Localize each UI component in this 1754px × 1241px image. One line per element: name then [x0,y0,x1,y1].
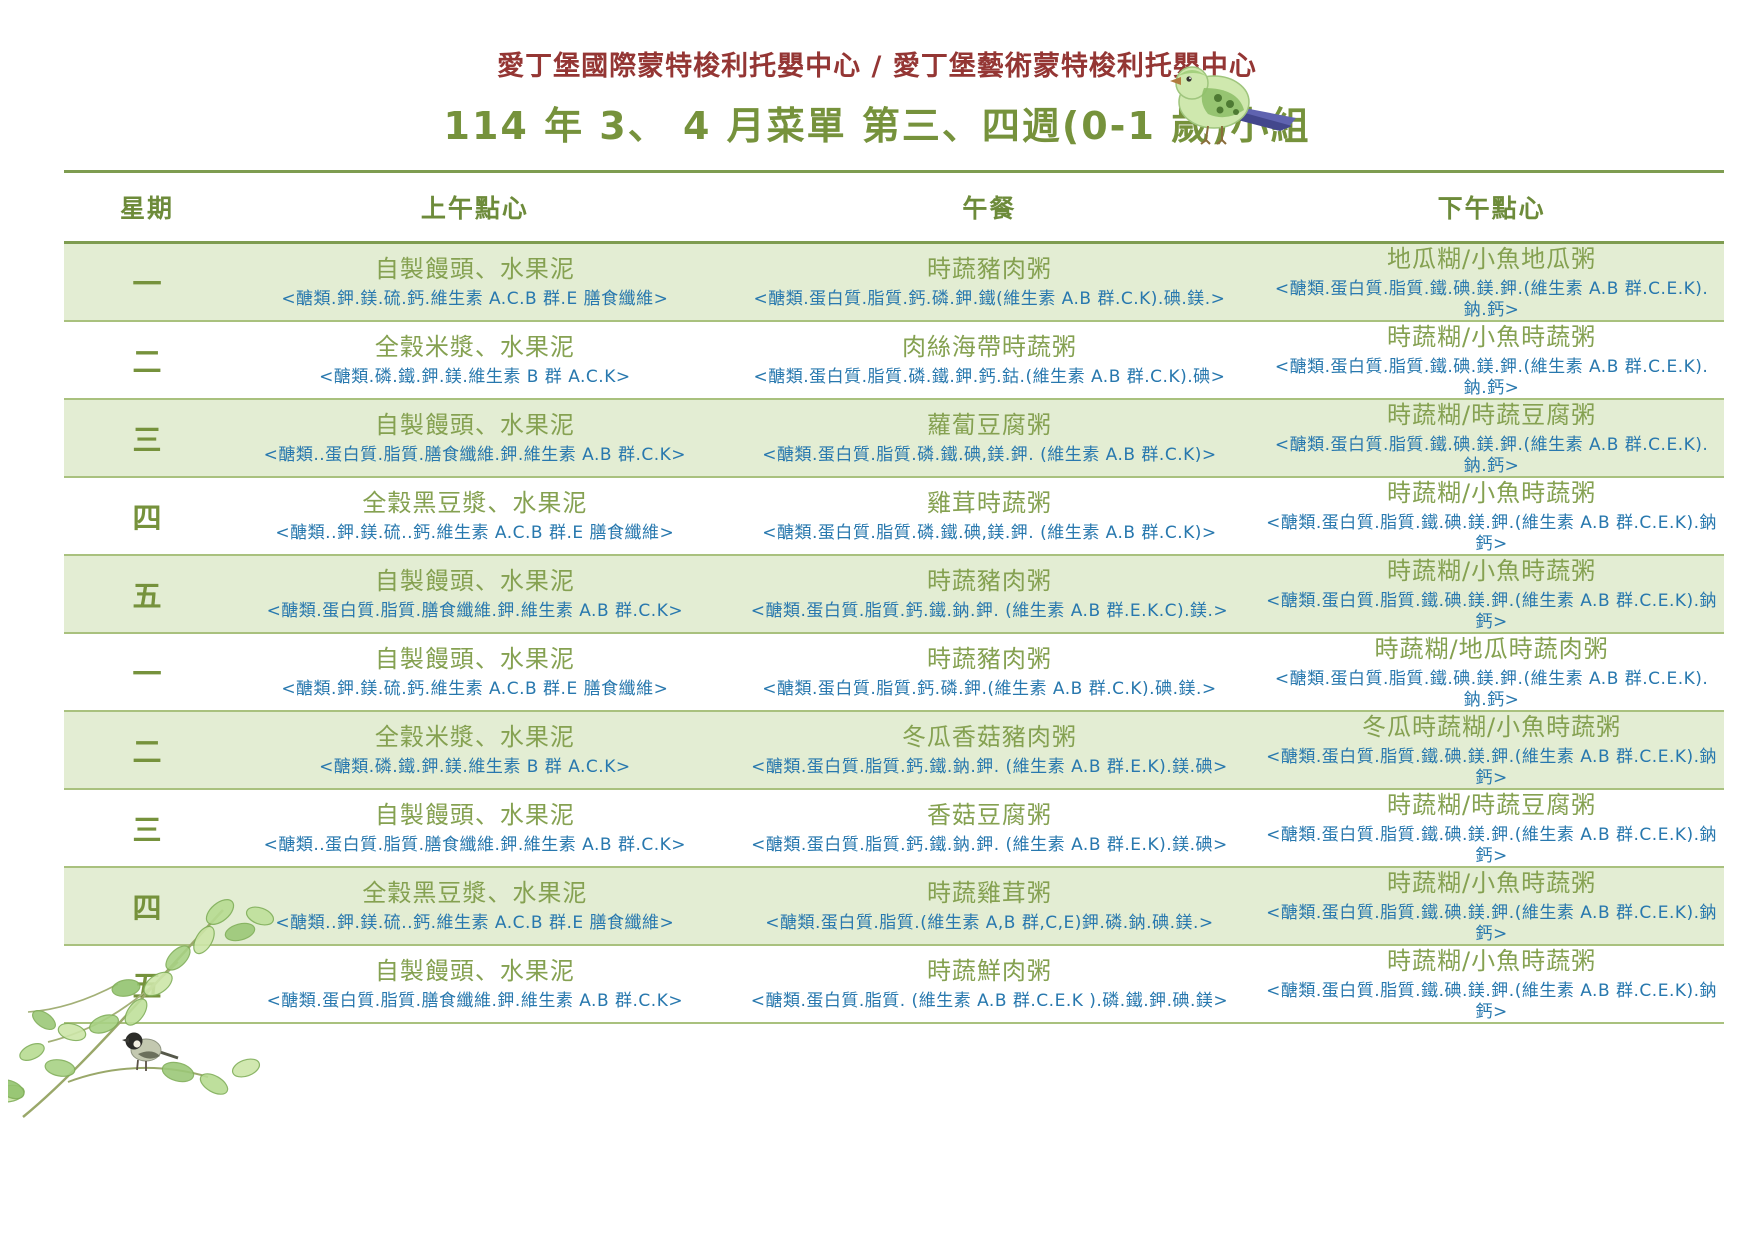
menu-table: 星期 上午點心 午餐 下午點心 一 自製饅頭、水果泥 <醣類.鉀.鎂.硫.鈣.維生… [64,170,1724,1024]
nutrient-list: <醣類.磷.鐵.鉀.鎂.維生素 B 群 A.C.K> [319,367,631,388]
header-lunch: 午餐 [962,194,1017,223]
menu-row-week2-thu: 四 全穀黑豆漿、水果泥 <醣類..鉀.鎂.硫..鈣.維生素 A.C.B 群.E 膳… [64,868,1724,946]
dish-name: 時蔬糊/小魚時蔬粥 [1387,323,1597,352]
nutrient-list: <醣類.磷.鐵.鉀.鎂.維生素 B 群 A.C.K> [319,757,631,778]
small-bird-icon [122,1032,179,1071]
nutrient-list: <醣類.蛋白質.脂質.鐵.碘.鎂.鉀.(維生素 A.B 群.C.E.K).鈉.鈣… [1274,435,1709,476]
nutrient-list: <醣類.蛋白質.脂質.鐵.碘.鎂.鉀.(維生素 A.B 群.C.E.K).鈉鈣> [1266,747,1718,788]
nutrient-list: <醣類.蛋白質.脂質.磷.鐵.鉀.鈣.鈷.(維生素 A.B 群.C.K).碘> [753,367,1226,388]
nutrient-list: <醣類.蛋白質.脂質.鈣.鐵.鈉.鉀. (維生素 A.B 群.E.K).鎂.碘> [751,757,1228,778]
menu-row-week1-wed: 三 自製饅頭、水果泥 <醣類..蛋白質.脂質.膳食纖維.鉀.維生素 A.B 群.C… [64,400,1724,478]
day-label: 五 [132,579,162,613]
dish-name: 時蔬糊/小魚時蔬粥 [1387,869,1597,898]
dish-name: 冬瓜時蔬糊/小魚時蔬粥 [1362,713,1622,742]
nutrient-list: <醣類.蛋白質.脂質.鐵.碘.鎂.鉀.(維生素 A.B 群.C.E.K).鈉鈣> [1266,903,1718,944]
dish-name: 時蔬糊/小魚時蔬粥 [1387,557,1597,586]
page-header: 愛丁堡國際蒙特梭利托嬰中心 / 愛丁堡藝術蒙特梭利托嬰中心 114 年 3、 4… [0,0,1754,150]
nutrient-list: <醣類.蛋白質.脂質. (維生素 A.B 群.C.E.K ).磷.鐵.鉀.碘.鎂… [750,991,1229,1012]
dish-name: 時蔬糊/小魚時蔬粥 [1387,947,1597,976]
dish-name: 全穀米漿、水果泥 [374,333,575,362]
header-morning-snack: 上午點心 [420,194,529,223]
dish-name: 香菇豆腐粥 [926,801,1052,830]
menu-row-week1-thu: 四 全穀黑豆漿、水果泥 <醣類..鉀.鎂.硫..鈣.維生素 A.C.B 群.E 膳… [64,478,1724,556]
nutrient-list: <醣類.蛋白質.脂質.膳食纖維.鉀.維生素 A.B 群.C.K> [266,601,684,622]
nutrient-list: <醣類..鉀.鎂.硫..鈣.維生素 A.C.B 群.E 膳食纖維> [275,523,675,544]
dish-name: 肉絲海帶時蔬粥 [901,333,1077,362]
nutrient-list: <醣類.蛋白質.脂質.鈣.磷.鉀.鐵(維生素 A.B 群.C.K).碘.鎂.> [753,289,1226,310]
dish-name: 時蔬豬肉粥 [926,255,1052,284]
menu-period-title: 114 年 3、 4 月菜單 第三、四週(0-1 歲)小組 [443,104,1311,148]
nutrient-list: <醣類.蛋白質.脂質.磷.鐵.碘,鎂.鉀. (維生素 A.B 群.C.K)> [762,523,1217,544]
dish-name: 時蔬糊/地瓜時蔬肉粥 [1374,635,1609,664]
nutrient-list: <醣類.蛋白質.脂質.鈣.鐵.鈉.鉀. (維生素 A.B 群.E.K).鎂.碘> [751,835,1228,856]
nutrient-list: <醣類.蛋白質.脂質.磷.鐵.碘,鎂.鉀. (維生素 A.B 群.C.K)> [762,445,1217,466]
nutrient-list: <醣類.蛋白質.脂質.鈣.磷.鉀.(維生素 A.B 群.C.K).碘.鎂.> [762,679,1217,700]
dish-name: 自製饅頭、水果泥 [374,411,575,440]
menu-row-week1-mon: 一 自製饅頭、水果泥 <醣類.鉀.鎂.硫.鈣.維生素 A.C.B 群.E 膳食纖維… [64,244,1724,322]
nutrient-list: <醣類.蛋白質.脂質.鐵.碘.鎂.鉀.(維生素 A.B 群.C.E.K).鈉鈣> [1266,513,1718,554]
day-label: 四 [132,891,162,925]
day-label: 三 [132,813,162,847]
organization-title: 愛丁堡國際蒙特梭利托嬰中心 / 愛丁堡藝術蒙特梭利托嬰中心 [497,51,1257,82]
menu-row-week1-tue: 二 全穀米漿、水果泥 <醣類.磷.鐵.鉀.鎂.維生素 B 群 A.C.K> 肉絲海… [64,322,1724,400]
dish-name: 時蔬鮮肉粥 [926,957,1052,986]
dish-name: 自製饅頭、水果泥 [374,255,575,284]
day-label: 一 [132,657,162,691]
nutrient-list: <醣類.蛋白質.脂質.鐵.碘.鎂.鉀.(維生素 A.B 群.C.E.K).鈉鈣> [1266,591,1718,632]
dish-name: 時蔬豬肉粥 [926,645,1052,674]
day-label: 二 [132,735,162,769]
nutrient-list: <醣類..鉀.鎂.硫..鈣.維生素 A.C.B 群.E 膳食纖維> [275,913,675,934]
day-label: 二 [132,345,162,379]
dish-name: 全穀黑豆漿、水果泥 [362,489,588,518]
nutrient-list: <醣類.蛋白質.脂質.(維生素 A,B 群,C,E)鉀.磷.鈉.碘.鎂.> [765,913,1214,934]
menu-row-week2-mon: 一 自製饅頭、水果泥 <醣類.鉀.鎂.硫.鈣.維生素 A.C.B 群.E 膳食纖維… [64,634,1724,712]
green-bird-icon [1170,66,1296,145]
dish-name: 雞茸時蔬粥 [926,489,1052,518]
day-label: 一 [132,267,162,301]
day-label: 三 [132,423,162,457]
nutrient-list: <醣類..蛋白質.脂質.膳食纖維.鉀.維生素 A.B 群.C.K> [263,835,687,856]
nutrient-list: <醣類.鉀.鎂.硫.鈣.維生素 A.C.B 群.E 膳食纖維> [281,289,669,310]
dish-name: 自製饅頭、水果泥 [374,801,575,830]
leaf-branch-icon [8,899,275,1118]
day-label: 四 [132,501,162,535]
dish-name: 自製饅頭、水果泥 [374,957,575,986]
menu-row-week2-wed: 三 自製饅頭、水果泥 <醣類..蛋白質.脂質.膳食纖維.鉀.維生素 A.B 群.C… [64,790,1724,868]
menu-row-week2-fri: 五 自製饅頭、水果泥<醣類.蛋白質.脂質.膳食纖維.鉀.維生素 A.B 群.C.… [64,946,1724,1024]
nutrient-list: <醣類.蛋白質.脂質.鐵.碘.鎂.鉀.(維生素 A.B 群.C.E.K).鈉鈣> [1266,981,1718,1022]
menu-row-week1-fri: 五 自製饅頭、水果泥 <醣類.蛋白質.脂質.膳食纖維.鉀.維生素 A.B 群.C.… [64,556,1724,634]
dish-name: 時蔬糊/小魚時蔬粥 [1387,479,1597,508]
dish-name: 時蔬糊/時蔬豆腐粥 [1387,401,1597,430]
nutrient-list: <醣類.蛋白質.脂質.鐵.碘.鎂.鉀.(維生素 A.B 群.C.E.K).鈉鈣> [1266,825,1718,866]
dish-name: 全穀黑豆漿、水果泥 [362,879,588,908]
header-afternoon-snack: 下午點心 [1437,194,1546,223]
dish-name: 地瓜糊/小魚地瓜粥 [1387,245,1597,274]
dish-name: 時蔬雞茸粥 [926,879,1052,908]
dish-name: 蘿蔔豆腐粥 [926,411,1052,440]
menu-row-week2-tue: 二 全穀米漿、水果泥 <醣類.磷.鐵.鉀.鎂.維生素 B 群 A.C.K> 冬瓜香… [64,712,1724,790]
nutrient-list: <醣類.蛋白質.脂質.鐵.碘.鎂.鉀.(維生素 A.B 群.C.E.K).鈉.鈣… [1274,279,1709,320]
dish-name: 冬瓜香菇豬肉粥 [901,723,1077,752]
nutrient-list: <醣類.蛋白質.脂質.膳食纖維.鉀.維生素 A.B 群.C.K> [266,991,684,1012]
dish-name: 時蔬豬肉粥 [926,567,1052,596]
nutrient-list: <醣類.蛋白質.脂質.鈣.鐵.鈉.鉀. (維生素 A.B 群.E.K.C).鎂.… [750,601,1229,622]
nutrient-list: <醣類.蛋白質.脂質.鐵.碘.鎂.鉀.(維生素 A.B 群.C.E.K).鈉.鈣… [1274,669,1709,710]
dish-name: 自製饅頭、水果泥 [374,645,575,674]
table-header-row: 星期 上午點心 午餐 下午點心 [64,170,1724,244]
dish-name: 自製饅頭、水果泥 [374,567,575,596]
dish-name: 全穀米漿、水果泥 [374,723,575,752]
nutrient-list: <醣類.鉀.鎂.硫.鈣.維生素 A.C.B 群.E 膳食纖維> [281,679,669,700]
dish-name: 時蔬糊/時蔬豆腐粥 [1387,791,1597,820]
nutrient-list: <醣類..蛋白質.脂質.膳食纖維.鉀.維生素 A.B 群.C.K> [263,445,687,466]
header-day: 星期 [119,194,174,223]
nutrient-list: <醣類.蛋白質.脂質.鐵.碘.鎂.鉀.(維生素 A.B 群.C.E.K).鈉.鈣… [1274,357,1709,398]
